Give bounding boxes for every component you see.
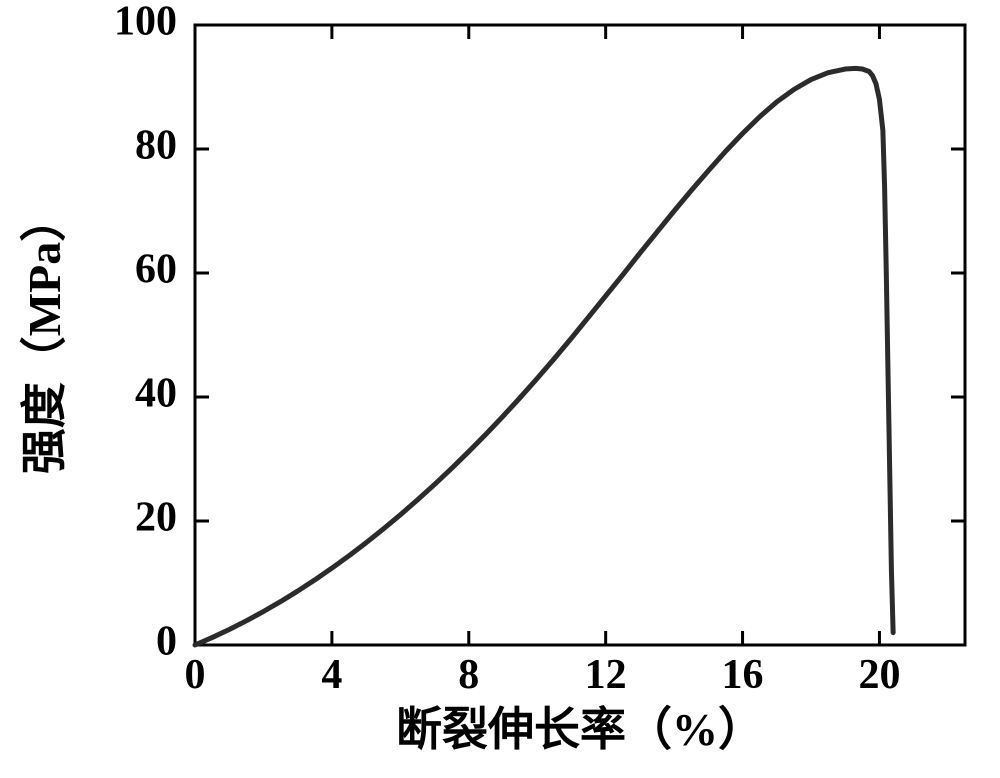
x-tick-label: 16 (722, 652, 764, 698)
y-tick-label: 100 (114, 0, 177, 45)
x-axis-title: 断裂伸长率（%） (396, 704, 764, 755)
x-tick-label: 20 (858, 652, 900, 698)
chart-svg: 0 20 40 60 80 100 0 4 8 12 16 20 强度（MPa） 断裂伸长率（%） (0, 0, 1000, 778)
x-tick-label: 4 (321, 652, 342, 698)
stress-strain-curve (195, 68, 893, 645)
y-tick-label: 0 (156, 619, 177, 665)
x-tick-label: 0 (185, 652, 206, 698)
x-tick-label: 8 (458, 652, 479, 698)
y-tick-label: 60 (135, 247, 177, 293)
y-tick-label: 80 (135, 123, 177, 169)
y-axis-title: 强度（MPa） (19, 196, 70, 475)
plot-frame (195, 25, 965, 645)
x-tick-label: 12 (585, 652, 627, 698)
y-tick-label: 20 (135, 495, 177, 541)
stress-strain-chart: 0 20 40 60 80 100 0 4 8 12 16 20 强度（MPa） 断裂伸长率（%） (0, 0, 1000, 778)
y-tick-label: 40 (135, 371, 177, 417)
